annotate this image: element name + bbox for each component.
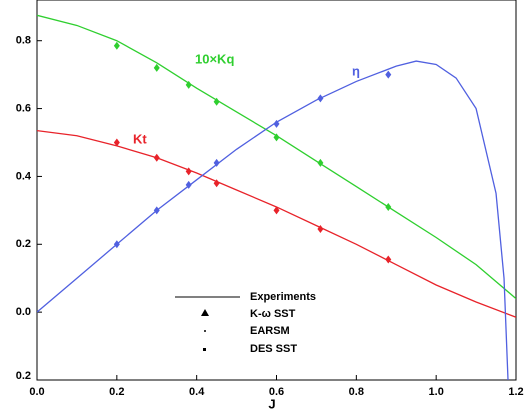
curve bbox=[37, 129, 516, 318]
experiment-marker bbox=[185, 180, 192, 189]
experiment-marker bbox=[153, 206, 160, 215]
legend: Experiments K-ω SST EARSM DES SST bbox=[175, 291, 316, 355]
experiment-marker bbox=[213, 179, 220, 188]
experiment-marker bbox=[185, 167, 192, 176]
y-tick-label: 0.0 bbox=[16, 306, 31, 318]
experiment-marker bbox=[153, 153, 160, 162]
legend-dot bbox=[204, 330, 206, 332]
legend-triangle bbox=[201, 309, 209, 316]
experiment-marker bbox=[273, 206, 280, 215]
series-label: Kt bbox=[133, 131, 147, 146]
y-tick-label: 0.6 bbox=[16, 102, 31, 114]
x-tick-label: 1.2 bbox=[508, 386, 523, 398]
x-tick-label: 0.2 bbox=[109, 386, 124, 398]
experiment-marker bbox=[185, 80, 192, 89]
y-tick-label: 0.2 bbox=[16, 370, 31, 382]
experiment-marker bbox=[213, 158, 220, 167]
x-tick-label: 0.4 bbox=[189, 386, 205, 398]
experiment-marker bbox=[317, 94, 324, 103]
plot-frame bbox=[36, 0, 517, 381]
x-axis-label: J bbox=[268, 396, 275, 411]
x-tick-label: 0.8 bbox=[349, 386, 364, 398]
experiment-marker bbox=[113, 138, 120, 147]
x-tick-label: 1.0 bbox=[429, 386, 444, 398]
curve bbox=[37, 60, 509, 380]
y-tick-label: 0.2 bbox=[16, 238, 31, 250]
series-label: 10×Kq bbox=[195, 51, 234, 66]
curve bbox=[37, 14, 516, 300]
experiment-marker bbox=[273, 133, 280, 142]
legend-square bbox=[203, 348, 206, 351]
legend-label: EARSM bbox=[250, 325, 290, 337]
x-tick-label: 0.0 bbox=[29, 386, 44, 398]
legend-label: Experiments bbox=[250, 291, 316, 303]
y-tick-label: 0.8 bbox=[16, 35, 31, 47]
experiment-marker bbox=[113, 41, 120, 50]
series-label: η bbox=[352, 63, 360, 78]
legend-label: K-ω SST bbox=[250, 308, 296, 320]
experiment-marker bbox=[385, 202, 392, 211]
y-tick-label: 0.4 bbox=[16, 170, 32, 182]
experiment-marker bbox=[317, 225, 324, 234]
experiment-marker bbox=[317, 158, 324, 167]
x-tick-label: 0.6 bbox=[269, 386, 284, 398]
experiment-marker bbox=[385, 70, 392, 79]
experiment-marker bbox=[273, 119, 280, 128]
experiment-marker bbox=[213, 97, 220, 106]
legend-label: DES SST bbox=[250, 343, 297, 355]
experiment-marker bbox=[153, 63, 160, 72]
experiment-marker bbox=[113, 240, 120, 249]
experiment-marker bbox=[385, 255, 392, 264]
